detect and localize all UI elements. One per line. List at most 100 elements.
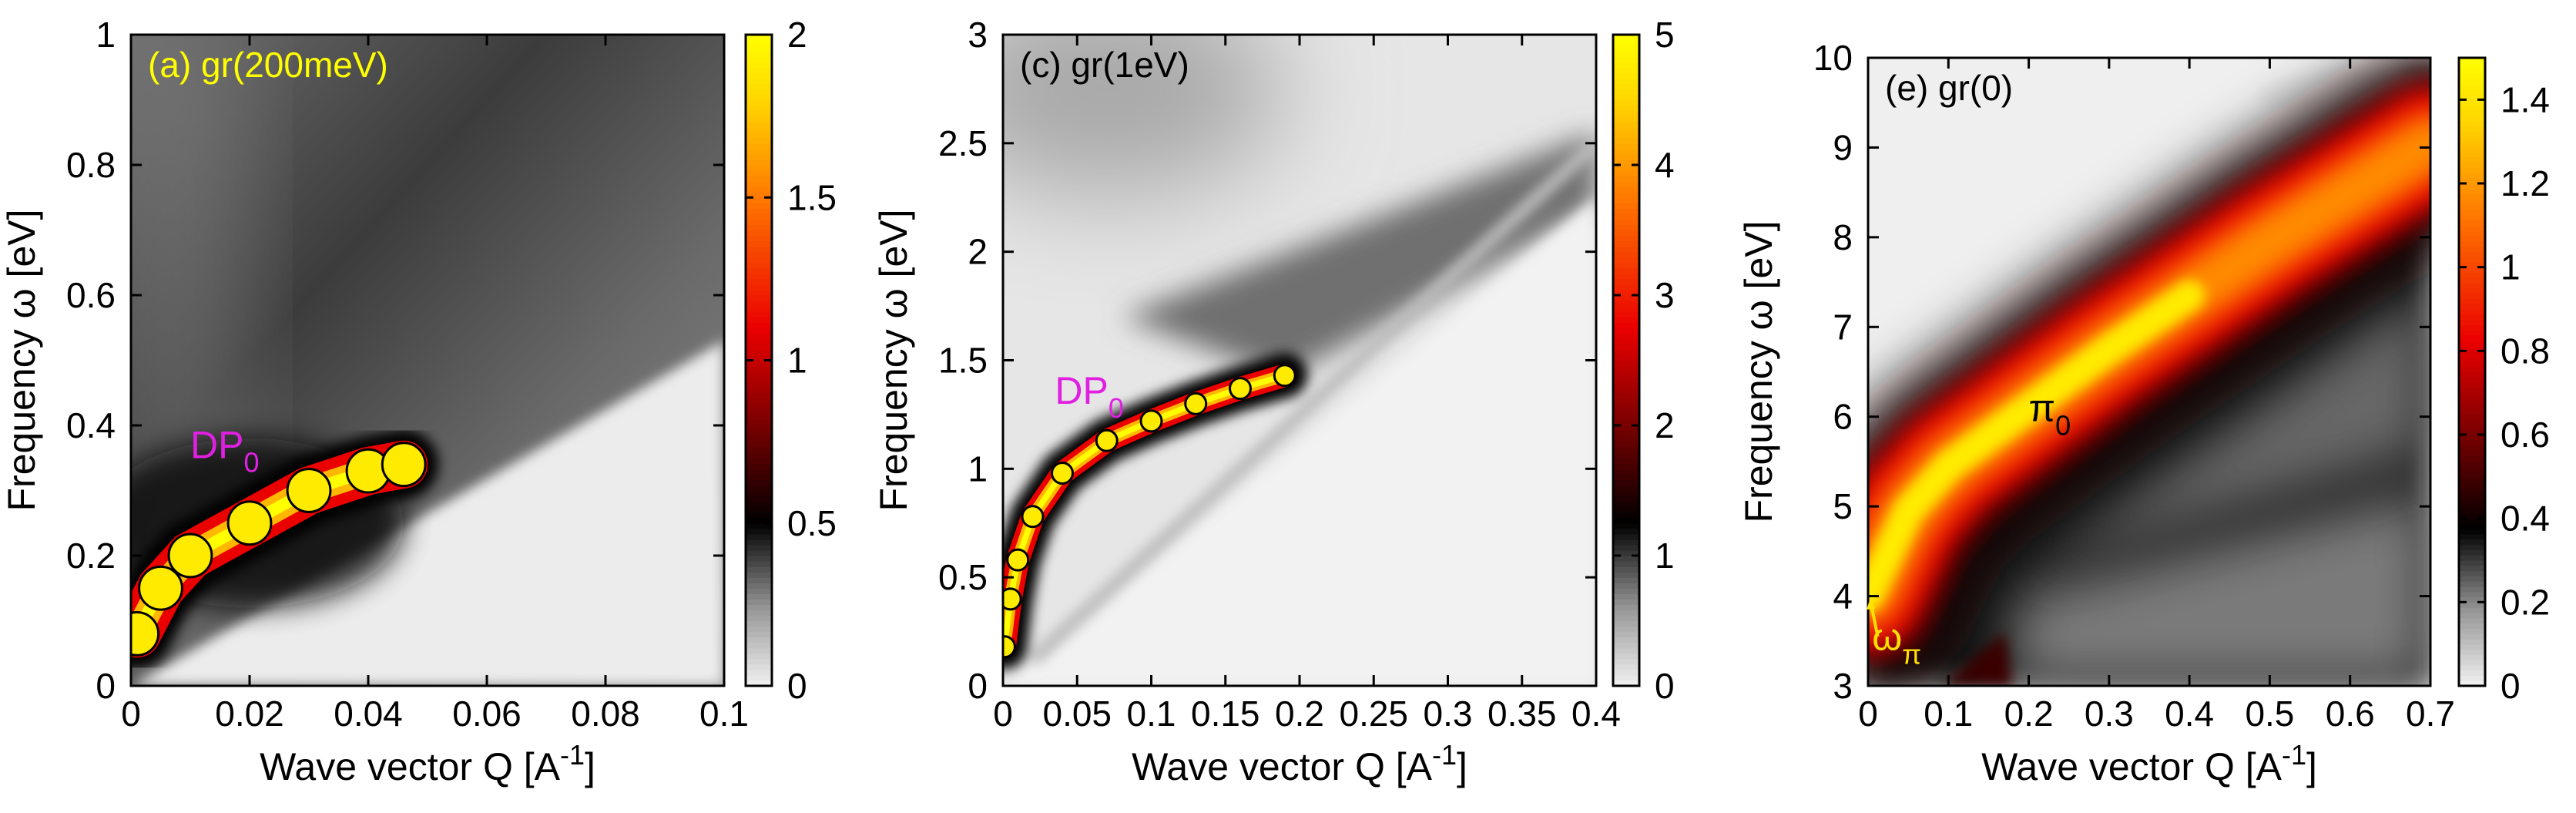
heatmap-area [131,35,724,686]
x-axis-label: Wave vector Q [A-1] [1132,739,1467,788]
colorbar-tick-label: 2 [787,15,807,55]
branch-point [1139,409,1163,433]
y-tick-label: 0 [968,666,988,706]
y-tick-label: 0.4 [66,405,116,445]
y-tick-label: 3 [1833,666,1853,706]
chart-panel-1: 0 0.05 0.1 0.15 0.2 0.25 0.3 0.35 0.4 0 0.5 1 1.5 2 2.… [872,15,1675,788]
y-tick-label: 1.5 [938,341,988,381]
colorbar-tick-label: 0 [1655,666,1675,706]
panel-label: (e) gr(0) [1885,68,2013,108]
y-axis-label: Frequency ω [eV] [0,210,43,512]
y-tick-label: 2.5 [938,123,988,163]
branch-point [1021,505,1045,529]
y-tick-label: 0 [96,666,116,706]
y-tick-label: 9 [1833,127,1853,167]
branch-point [167,532,213,579]
colorbar-tick-label: 2 [1655,405,1675,445]
x-tick-label: 0.35 [1488,694,1557,734]
colorbar-tick-label: 1 [787,341,807,381]
x-tick-label: 0.4 [2165,694,2214,734]
colorbar-tick-label: 0.2 [2501,582,2550,622]
colorbar-tick-label: 1.5 [787,177,837,217]
x-tick-label: 0.1 [1127,694,1176,734]
branch-point [381,442,427,488]
y-tick-label: 1 [968,448,988,489]
colorbar: 0 0.2 0.4 0.6 0.8 1 1.2 1.4 [2457,56,2550,706]
branch-point [1006,548,1030,572]
y-tick-label: 0.2 [66,536,116,576]
x-tick-label: 0.25 [1339,694,1408,734]
x-axis-label: Wave vector Q [A-1] [1981,739,2317,788]
x-tick-label: 0.08 [571,694,640,734]
x-tick-label: 0.02 [215,694,284,734]
branch-point [1051,461,1074,485]
y-tick-label: 0.6 [66,275,116,315]
colorbar-tick-label: 0.6 [2501,415,2550,455]
branch-core [1868,280,2205,612]
colorbar-tick-label: 1 [1655,536,1675,576]
heatmap-area [1003,35,1596,686]
branch-point [286,468,332,513]
branch-point [1184,391,1208,415]
y-axis-label: Frequency ω [eV] [1737,221,1780,523]
intraband-continuum [1003,197,1596,686]
branch-point [1095,428,1119,452]
x-axis-label: Wave vector Q [A-1] [260,739,595,788]
x-tick-label: 0 [121,694,141,734]
x-tick-label: 0.2 [2004,694,2054,734]
colorbar-tick-label: 0.4 [2501,499,2550,539]
colorbar-tick-label: 1 [2501,247,2521,287]
colorbar-tick-label: 5 [1655,15,1675,55]
y-tick-label: 8 [1833,217,1853,257]
branch-core [1003,372,1288,650]
y-tick-label: 0.8 [66,145,116,185]
plot-frame [129,33,726,687]
y-tick-label: 0.5 [938,557,988,597]
x-tick-label: 0.04 [334,694,403,734]
y-tick-label: 10 [1813,38,1853,78]
x-tick-label: 0.3 [2085,694,2134,734]
colorbar-tick-label: 3 [1655,275,1675,315]
branch-point [226,500,273,546]
colorbar-tick-label: 0 [2501,666,2521,706]
interband-continuum [2028,282,2430,569]
y-tick-label: 7 [1833,307,1853,347]
x-tick-label: 0 [993,694,1013,734]
branch-point [131,611,160,657]
colorbar-tick-label: 0.8 [2501,331,2550,371]
y-tick-label: 5 [1833,486,1853,526]
plot-frame [1867,56,2432,687]
y-tick-label: 4 [1833,576,1853,616]
x-tick-label: 0.1 [1924,694,1973,734]
colorbar: 0 1 2 3 4 5 [1612,15,1675,706]
branch-point [138,565,183,611]
colorbar-tick-label: 1.4 [2501,79,2550,119]
x-tick-label: 0.1 [699,694,749,734]
colorbar-tick-label: 4 [1655,145,1675,185]
branch-point [1003,587,1022,611]
x-tick-label: 0.7 [2406,694,2455,734]
x-tick-label: 0.5 [2245,694,2294,734]
x-tick-label: 0.2 [1275,694,1324,734]
heatmap-area [1868,58,2430,686]
colorbar-tick-label: 0 [787,666,807,706]
branch-point [1273,364,1296,388]
colorbar-tick-label: 0.5 [787,503,837,543]
y-tick-label: 6 [1833,397,1853,437]
x-tick-label: 0.06 [452,694,522,734]
colorbar: 0 0.5 1 1.5 2 [744,15,837,706]
x-tick-label: 0.4 [1571,694,1621,734]
panel-label: (a) gr(200meV) [148,45,388,85]
x-tick-label: 0.05 [1042,694,1112,734]
intraband-continuum [131,341,724,686]
x-tick-label: 0.15 [1191,694,1260,734]
y-tick-label: 2 [968,232,988,272]
chart-panel-0: 0 0.02 0.04 0.06 0.08 0.1 0 0.2 0.4 0.6 0.8 1 Wave v… [0,15,837,788]
x-tick-label: 0.6 [2326,694,2375,734]
x-tick-label: 0 [1858,694,1878,734]
branch-point [1003,635,1016,659]
y-tick-label: 1 [96,15,116,55]
x-tick-label: 0.3 [1424,694,1473,734]
